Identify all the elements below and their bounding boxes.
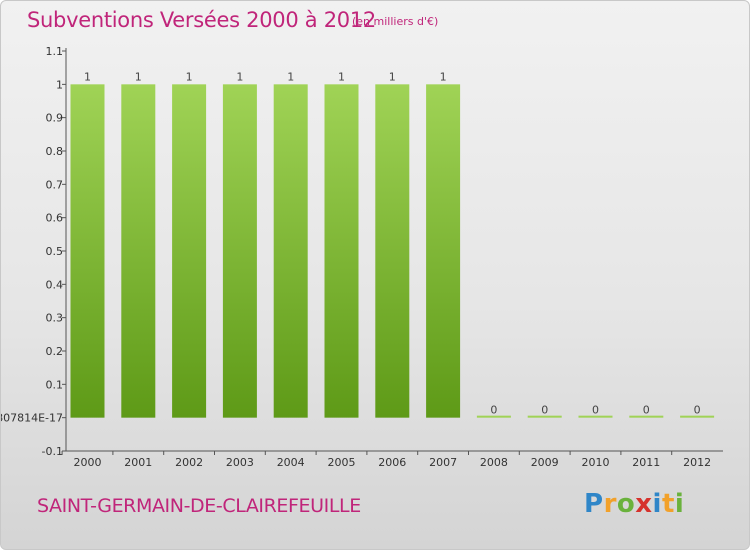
x-tick-label: 2000	[74, 456, 102, 469]
y-tick-label: 1	[56, 78, 63, 91]
bars	[70, 84, 715, 418]
bar-2005[interactable]	[324, 84, 359, 418]
data-label: 0	[541, 404, 548, 417]
data-label: 0	[643, 404, 650, 417]
proxiti-logo[interactable]: Proxiti	[584, 489, 684, 519]
bar-2007[interactable]	[426, 84, 461, 418]
y-tick-label: 0.9	[46, 112, 64, 125]
data-label: 1	[389, 70, 396, 83]
bar-2011[interactable]	[629, 415, 664, 418]
data-label: 0	[490, 404, 497, 417]
y-axis: -0.1 1.3877787807814E-17 0.1 0.2 0.3 0.4 0.5 0.…	[1, 45, 67, 458]
x-tick-label: 2002	[175, 456, 203, 469]
x-tick-label: 2006	[378, 456, 406, 469]
bar-2006[interactable]	[375, 84, 410, 418]
y-tick-label: 0.4	[46, 278, 64, 291]
logo-letter: t	[661, 489, 675, 519]
y-tick-label: 0.3	[46, 312, 64, 325]
x-tick-label: 2004	[277, 456, 305, 469]
y-tick-label: 0.5	[46, 245, 64, 258]
x-tick-label: 2009	[531, 456, 559, 469]
data-label: 1	[287, 70, 294, 83]
bar-2009[interactable]	[527, 415, 562, 418]
bar-2001[interactable]	[121, 84, 156, 418]
x-tick-label: 2012	[683, 456, 711, 469]
bar-2010[interactable]	[578, 415, 613, 418]
y-tick-label: 0.1	[46, 378, 64, 391]
x-tick-label: 2010	[582, 456, 610, 469]
x-axis: 2000 2001 2002 2003 2004 2005 2006 2007 2008 2009…	[61, 450, 723, 469]
logo-letter: i	[674, 489, 685, 519]
data-label: 1	[338, 70, 345, 83]
y-tick-label: 0.2	[46, 345, 64, 358]
data-labels: 1 1 1 1 1 1 1 1 0 0 0 0 0	[84, 70, 701, 416]
y-tick-label: 0.7	[46, 178, 64, 191]
data-label: 0	[592, 404, 599, 417]
bar-2000[interactable]	[70, 84, 105, 418]
data-label: 1	[440, 70, 447, 83]
bar-2004[interactable]	[273, 84, 308, 418]
unit-label: (en milliers d'€)	[352, 15, 439, 28]
chart-title: Subventions Versées 2000 à 2012	[27, 8, 376, 32]
y-tick-label: 0.8	[46, 145, 64, 158]
x-tick-label: 2008	[480, 456, 508, 469]
data-label: 1	[84, 70, 91, 83]
x-tick-label: 2001	[124, 456, 152, 469]
y-tick-label: 1.1	[46, 45, 64, 58]
bar-2008[interactable]	[476, 415, 511, 418]
bar-2002[interactable]	[172, 84, 207, 418]
logo-letter: r	[603, 489, 617, 519]
x-tick-label: 2003	[226, 456, 254, 469]
bar-2003[interactable]	[222, 84, 257, 418]
data-label: 1	[186, 70, 193, 83]
logo-letter: x	[635, 489, 653, 519]
y-tick-label: 0.6	[46, 212, 64, 225]
x-tick-label: 2007	[429, 456, 457, 469]
logo-letter: o	[616, 489, 636, 519]
y-tick-label: 1.3877787807814E-17	[1, 412, 63, 425]
logo-letter: P	[584, 489, 604, 519]
x-tick-label: 2005	[328, 456, 356, 469]
logo-letter: i	[652, 489, 662, 519]
data-label: 0	[694, 404, 701, 417]
data-label: 1	[135, 70, 142, 83]
bar-2012[interactable]	[680, 415, 715, 418]
commune-name: SAINT-GERMAIN-DE-CLAIREFEUILLE	[37, 495, 361, 517]
y-tick-label: -0.1	[42, 445, 63, 458]
data-label: 1	[236, 70, 243, 83]
x-tick-label: 2011	[632, 456, 660, 469]
